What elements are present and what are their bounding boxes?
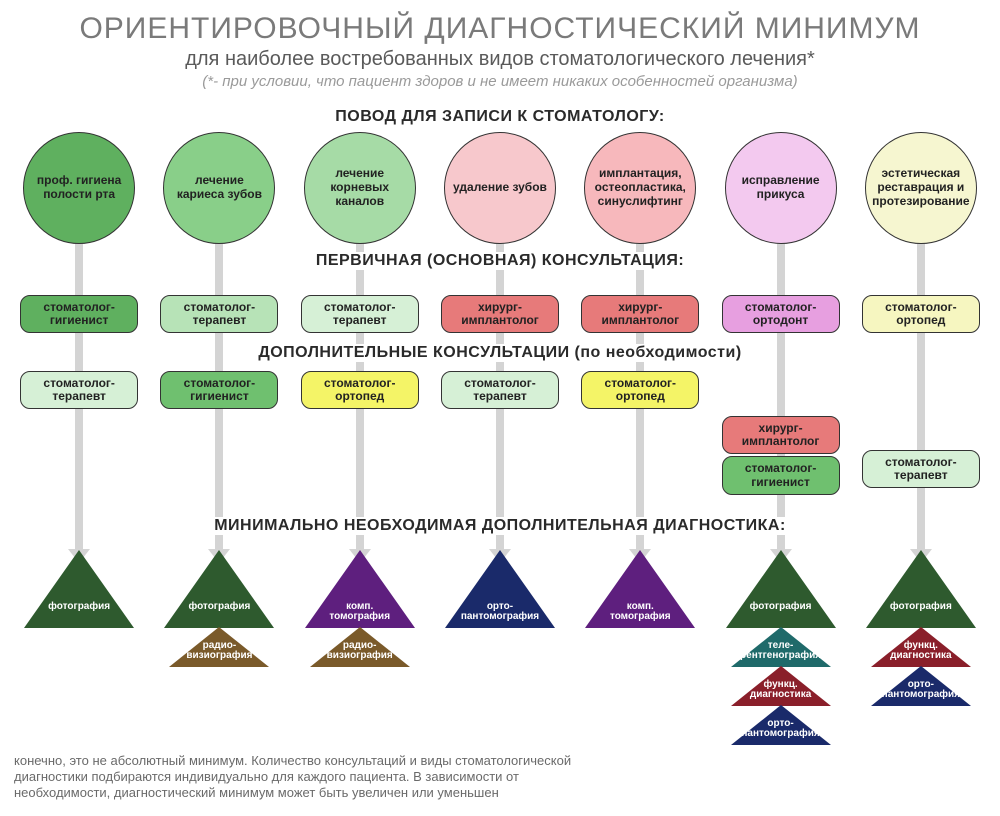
diagnostic-triangle-label: теле-рентгенография: [736, 641, 826, 662]
diagnostic-triangle: радио-визиография: [169, 627, 269, 667]
diagnostic-triangle: радио-визиография: [310, 627, 410, 667]
diagnostic-triangles: орто-пантомография: [445, 551, 555, 628]
diagnostic-triangle-label: фотография: [876, 602, 966, 613]
diagnostic-triangle-label: радио-визиография: [174, 641, 264, 662]
diagnostic-triangles: комп. томография: [585, 551, 695, 628]
main-title: ОРИЕНТИРОВОЧНЫЙ ДИАГНОСТИЧЕСКИЙ МИНИМУМ: [14, 12, 986, 46]
reason-circle: эстетическая реставрация и протезировани…: [865, 132, 977, 244]
section-diag-heading: МИНИМАЛЬНО НЕОБХОДИМАЯ ДОПОЛНИТЕЛЬНАЯ ДИ…: [206, 517, 794, 535]
diagnostic-triangle-label: функц. диагностика: [876, 641, 966, 662]
circles-row: проф. гигиена полости рталечение кариеса…: [14, 132, 986, 244]
section-addl-heading: ДОПОЛНИТЕЛЬНЫЕ КОНСУЛЬТАЦИИ (по необходи…: [250, 344, 749, 362]
diagnostic-triangle-label: фотография: [174, 602, 264, 613]
reason-circle: имплантация, остеопластика, синуслифтинг: [584, 132, 696, 244]
diagnostic-triangle: комп. томография: [585, 550, 695, 628]
primary-consultation-pill: стоматолог-ортопед: [862, 295, 980, 333]
addl-row-2: хирург-имплантологстоматолог-гигиенист ст…: [14, 414, 986, 497]
diagnostic-triangle: орто-пантомография: [871, 666, 971, 706]
diagnostic-triangle: функц. диагностика: [871, 627, 971, 667]
primary-consultation-pill: хирург-имплантолог: [441, 295, 559, 333]
diagnostic-triangles: фотография теле-рентгенография функц. диаг…: [726, 551, 836, 745]
primary-consultation-pill: стоматолог-ортодонт: [722, 295, 840, 333]
diagnostic-triangle: фотография: [866, 550, 976, 628]
footer-note: конечно, это не абсолютный минимум. Коли…: [14, 753, 574, 802]
section-primary-heading: ПЕРВИЧНАЯ (ОСНОВНАЯ) КОНСУЛЬТАЦИЯ:: [308, 252, 692, 270]
reason-circle: исправление прикуса: [725, 132, 837, 244]
diagnostic-triangle-label: орто-пантомография: [455, 602, 545, 623]
diag-row: фотографияфотографиярадио-визиографияком…: [14, 541, 986, 745]
footnote-top: (*- при условии, что пациент здоров и не…: [14, 73, 986, 90]
reason-circle: проф. гигиена полости рта: [23, 132, 135, 244]
diagnostic-triangle: фотография: [24, 550, 134, 628]
diagnostic-triangle: теле-рентгенография: [731, 627, 831, 667]
addl-consultation-pill: стоматолог-ортопед: [301, 371, 419, 409]
reason-circle: лечение корневых каналов: [304, 132, 416, 244]
addl-consultation-pill: стоматолог-гигиенист: [160, 371, 278, 409]
subtitle: для наиболее востребованных видов стомат…: [14, 48, 986, 71]
diagnostic-triangles: фотография: [24, 551, 134, 628]
reason-circle: лечение кариеса зубов: [163, 132, 275, 244]
section-reason-heading: ПОВОД ДЛЯ ЗАПИСИ К СТОМАТОЛОГУ:: [327, 108, 672, 126]
diagnostic-triangles: фотография функц. диагностика орто-пантомо…: [866, 551, 976, 706]
diagnostic-triangle: орто-пантомография: [731, 705, 831, 745]
addl-row: стоматолог-терапевт стоматолог-гигиенист с…: [14, 368, 986, 412]
diagnostic-triangle-label: орто-пантомография: [876, 680, 966, 701]
primary-consultation-pill: стоматолог-терапевт: [301, 295, 419, 333]
diagnostic-triangle-label: комп. томография: [595, 602, 685, 623]
reason-circle: удаление зубов: [444, 132, 556, 244]
primary-row: стоматолог-гигиенист стоматолог-терапевт с…: [14, 276, 986, 336]
diagnostic-triangle: фотография: [726, 550, 836, 628]
diagnostic-triangles: комп. томография радио-визиография: [305, 551, 415, 667]
addl-consultation-pill: стоматолог-гигиенист: [722, 456, 840, 494]
addl-consultation-pill: стоматолог-ортопед: [581, 371, 699, 409]
diagnostic-triangle-label: фотография: [34, 602, 124, 613]
diagnostic-triangle-label: орто-пантомография: [736, 719, 826, 740]
diagnostic-triangle: фотография: [164, 550, 274, 628]
addl-consultation-pill: стоматолог-терапевт: [862, 450, 980, 488]
primary-consultation-pill: стоматолог-терапевт: [160, 295, 278, 333]
diagnostic-triangles: фотография радио-визиография: [164, 551, 274, 667]
addl-consultation-pill: стоматолог-терапевт: [441, 371, 559, 409]
primary-consultation-pill: стоматолог-гигиенист: [20, 295, 138, 333]
diagnostic-triangle-label: фотография: [736, 602, 826, 613]
diagnostic-triangle: комп. томография: [305, 550, 415, 628]
diagnostic-triangle-label: комп. томография: [315, 602, 405, 623]
diagnostic-triangle-label: радио-визиография: [315, 641, 405, 662]
diagnostic-triangle: орто-пантомография: [445, 550, 555, 628]
diagnostic-triangle-label: функц. диагностика: [736, 680, 826, 701]
addl-consultation-pill: стоматолог-терапевт: [20, 371, 138, 409]
addl-consultation-pill: хирург-имплантолог: [722, 416, 840, 454]
primary-consultation-pill: хирург-имплантолог: [581, 295, 699, 333]
diagnostic-triangle: функц. диагностика: [731, 666, 831, 706]
